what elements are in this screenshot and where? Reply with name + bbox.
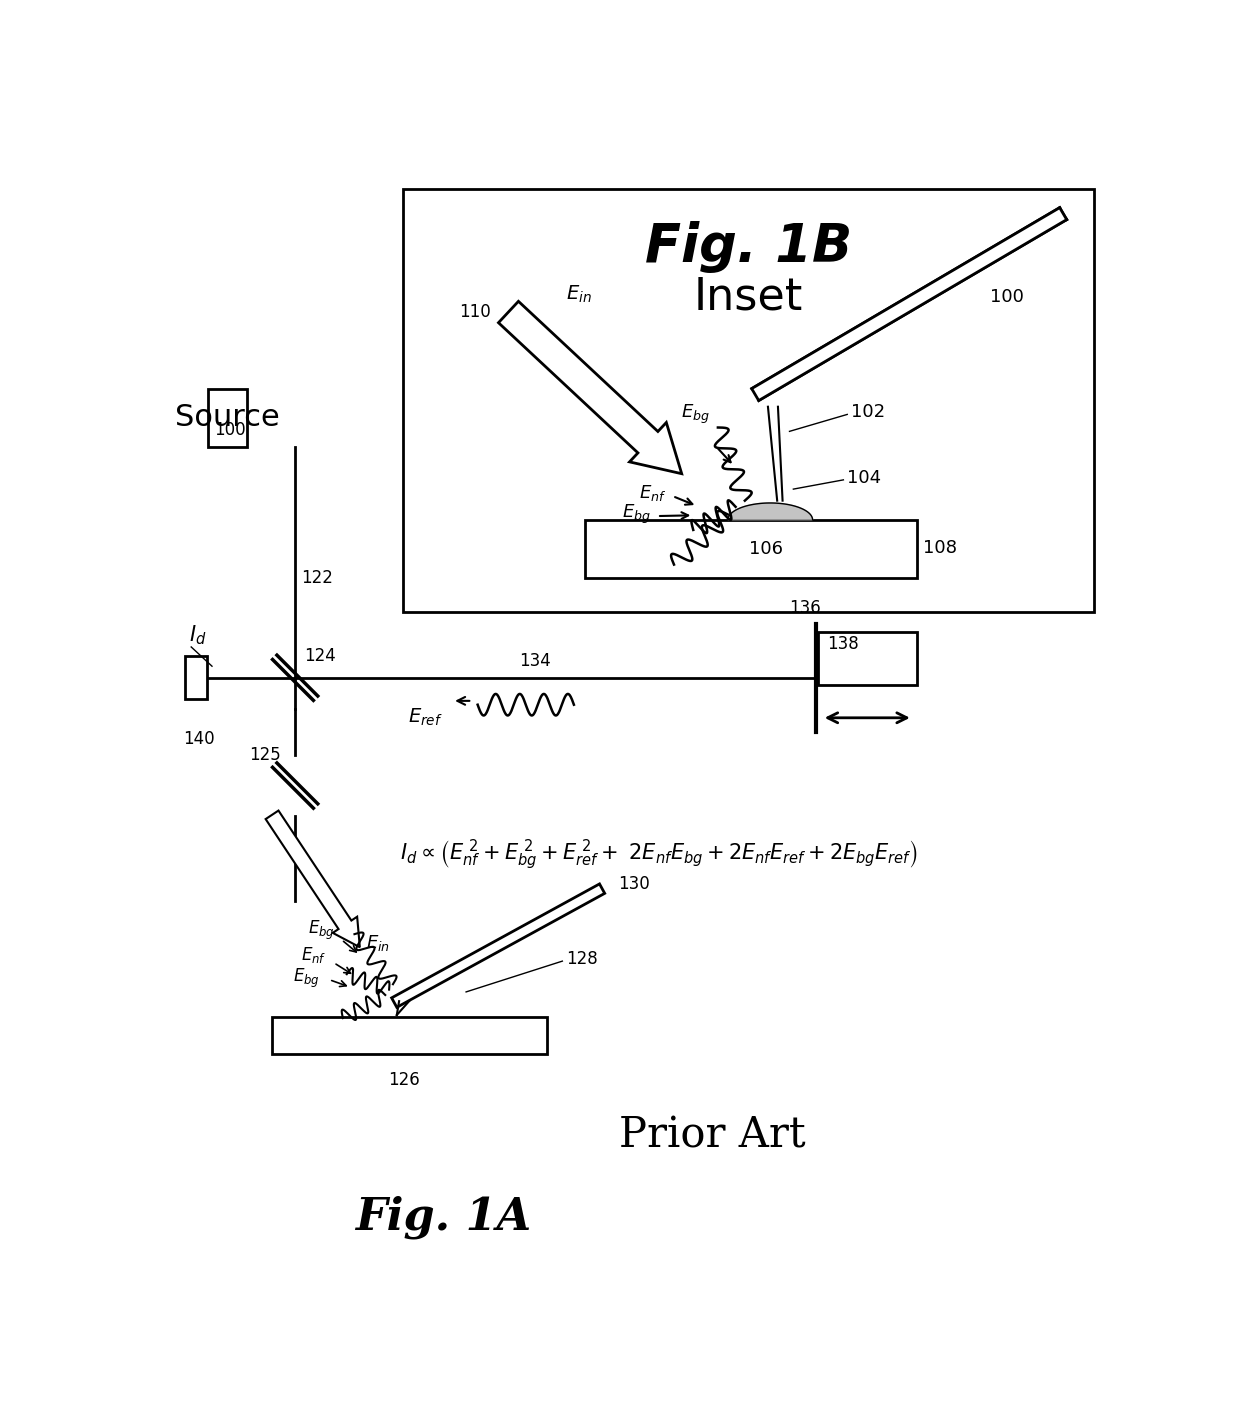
Text: $E_{bg}$: $E_{bg}$ bbox=[622, 503, 651, 526]
Text: 122: 122 bbox=[301, 568, 334, 586]
Polygon shape bbox=[751, 208, 1066, 400]
Text: $E_{nf}$: $E_{nf}$ bbox=[300, 945, 326, 965]
Bar bbox=[272, 1016, 547, 1054]
Text: Fig. 1A: Fig. 1A bbox=[355, 1195, 531, 1239]
Text: 136: 136 bbox=[789, 599, 821, 617]
Text: 138: 138 bbox=[827, 636, 859, 653]
Text: $I_d$: $I_d$ bbox=[188, 623, 206, 647]
Text: 128: 128 bbox=[567, 950, 598, 968]
Polygon shape bbox=[728, 503, 812, 520]
Text: 124: 124 bbox=[304, 647, 336, 666]
Bar bbox=[208, 389, 247, 447]
Bar bbox=[403, 189, 1094, 612]
Text: 108: 108 bbox=[923, 540, 957, 557]
Bar bbox=[585, 520, 916, 578]
Text: $E_{bg}$: $E_{bg}$ bbox=[681, 403, 711, 427]
Text: $E_{bg}$: $E_{bg}$ bbox=[309, 918, 335, 942]
Text: Source: Source bbox=[175, 403, 280, 432]
FancyArrow shape bbox=[498, 301, 682, 473]
Polygon shape bbox=[392, 885, 605, 1007]
Text: 106: 106 bbox=[749, 540, 784, 558]
Text: 126: 126 bbox=[388, 1071, 420, 1089]
Text: Inset: Inset bbox=[693, 276, 804, 318]
Text: 125: 125 bbox=[249, 746, 280, 764]
Text: 134: 134 bbox=[520, 651, 552, 670]
FancyArrow shape bbox=[265, 811, 360, 947]
Text: 100: 100 bbox=[990, 288, 1023, 305]
Bar bbox=[185, 656, 207, 698]
Text: 130: 130 bbox=[619, 875, 650, 893]
Text: $I_d \propto \left(E_{nf}^{\ 2}+E_{bg}^{\ 2}+E_{ref}^{\ 2}+\ 2E_{nf}E_{bg}+2E_{n: $I_d \propto \left(E_{nf}^{\ 2}+E_{bg}^{… bbox=[399, 838, 918, 872]
Bar bbox=[818, 632, 916, 685]
Text: 102: 102 bbox=[851, 403, 885, 421]
Text: 104: 104 bbox=[847, 469, 882, 486]
Text: Fig. 1B: Fig. 1B bbox=[645, 220, 852, 273]
Text: $E_{nf}$: $E_{nf}$ bbox=[639, 483, 666, 503]
Text: $E_{bg}$: $E_{bg}$ bbox=[293, 966, 320, 989]
Text: Prior Art: Prior Art bbox=[619, 1115, 806, 1157]
Text: $E_{in}$: $E_{in}$ bbox=[366, 934, 391, 954]
Text: 100: 100 bbox=[215, 421, 246, 439]
Text: 110: 110 bbox=[459, 302, 491, 321]
Text: $E_{ref}$: $E_{ref}$ bbox=[408, 706, 443, 729]
Text: $E_{in}$: $E_{in}$ bbox=[567, 284, 591, 305]
Text: 140: 140 bbox=[182, 731, 215, 749]
